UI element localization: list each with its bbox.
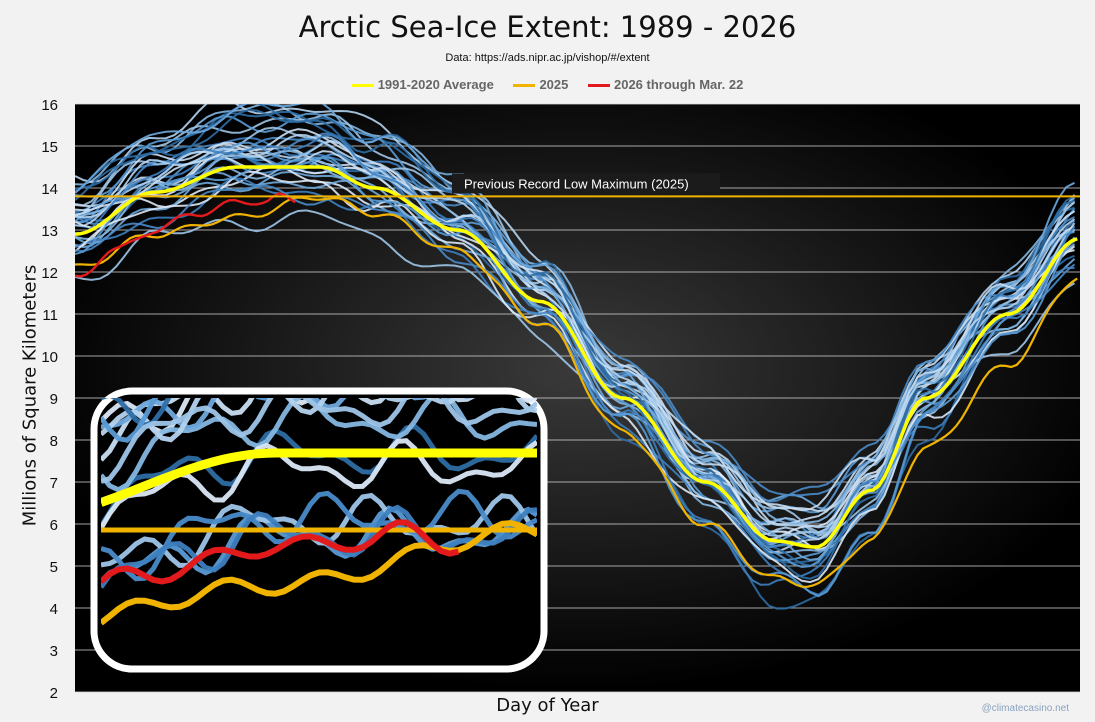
record-low-label: Previous Record Low Maximum (2025) xyxy=(464,176,689,191)
y-tick-label: 6 xyxy=(50,517,58,534)
inset-series-line-1 xyxy=(101,520,537,626)
credit-text: @climatecasino.net xyxy=(981,703,1069,714)
highlighted-series xyxy=(75,165,1078,588)
legend: 1991-2020 Average 2025 2026 through Mar.… xyxy=(0,77,1095,92)
y-tick-label: 9 xyxy=(50,391,58,408)
y-tick-label: 2 xyxy=(50,685,58,702)
y-tick-label: 15 xyxy=(41,139,58,156)
inset-historical-line xyxy=(101,504,537,589)
y-tick-label: 10 xyxy=(41,349,58,366)
historical-year-line xyxy=(75,184,1076,549)
inset-historical-line xyxy=(101,398,476,462)
inset-lines xyxy=(101,398,537,626)
record-reference: Previous Record Low Maximum (2025) xyxy=(75,173,1080,198)
y-tick-label: 3 xyxy=(50,643,58,660)
y-axis-label: Millions of Square Kilometers xyxy=(19,264,41,527)
inset-historical-line xyxy=(101,398,537,484)
y-tick-label: 11 xyxy=(42,307,58,324)
y-tick-label: 12 xyxy=(41,265,58,282)
legend-item-average: 1991-2020 Average xyxy=(351,77,494,92)
y-tick-label: 16 xyxy=(41,97,58,114)
series-line-2 xyxy=(75,192,296,278)
legend-item-2025: 2025 xyxy=(513,77,568,92)
y-tick-label: 13 xyxy=(41,223,58,240)
y-tick-label: 7 xyxy=(50,475,58,492)
inset-series-line-0 xyxy=(101,448,537,507)
y-tick-label: 8 xyxy=(50,433,58,450)
historical-year-line xyxy=(75,108,1075,580)
legend-label-2025: 2025 xyxy=(539,77,569,92)
x-axis-label: Day of Year xyxy=(496,695,599,716)
legend-swatch-2026 xyxy=(587,84,610,88)
legend-label-2026: 2026 through Mar. 22 xyxy=(613,77,744,92)
legend-swatch-average xyxy=(351,84,374,88)
historical-year-line xyxy=(75,155,1076,598)
historical-year-line xyxy=(75,147,1075,512)
record-label-bg xyxy=(452,173,720,194)
chart-title: Arctic Sea-Ice Extent: 1989 - 2026 xyxy=(298,10,797,44)
y-tick-label: 14 xyxy=(41,181,58,198)
y-tick-label: 4 xyxy=(50,601,58,618)
zoom-inset xyxy=(90,387,548,673)
chart-subtitle: Data: https://ads.nipr.ac.jp/vishop/#/ex… xyxy=(445,52,650,64)
inset-series-line-2 xyxy=(101,519,460,585)
series-line-0 xyxy=(75,165,1078,549)
y-axis-ticks: 2 3 4 5 6 7 8 9 10 11 12 13 14 15 16 xyxy=(41,97,58,702)
legend-label-average: 1991-2020 Average xyxy=(377,77,494,92)
legend-swatch-2025 xyxy=(513,84,536,88)
legend-item-2026: 2026 through Mar. 22 xyxy=(587,77,744,92)
series-line-1 xyxy=(75,196,1078,588)
y-tick-label: 5 xyxy=(50,559,58,576)
